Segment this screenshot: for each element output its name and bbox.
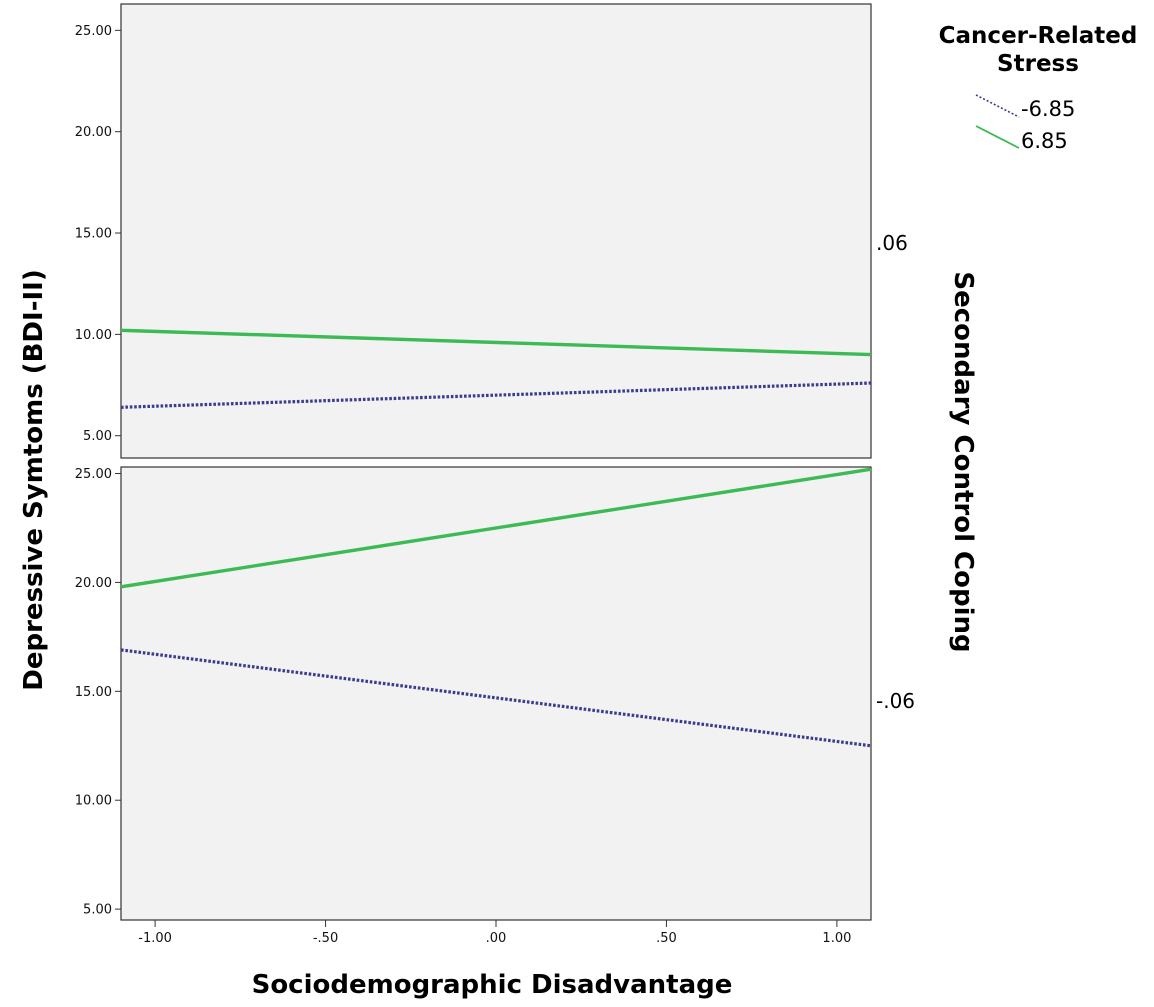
x-tick-label: -.50 — [313, 931, 338, 946]
series-line-6.85 — [120, 467, 872, 589]
y-tick-label: 20.00 — [75, 576, 112, 591]
panel-2: 5.00 10.00 15.00 20.00 25.00 -.06 — [75, 466, 915, 921]
facet-value-label: .06 — [876, 231, 908, 255]
legend-title-line-2: Stress — [997, 51, 1079, 77]
legend-label--6.85: -6.85 — [1021, 97, 1075, 121]
legend-label-6.85: 6.85 — [1021, 129, 1068, 153]
y-tick-label: 20.00 — [75, 125, 112, 140]
legend: Cancer-Related Stress -6.85 6.85 — [939, 23, 1138, 153]
series-line--6.85 — [120, 648, 872, 748]
x-tick-label: .50 — [656, 931, 677, 946]
x-tick-label: 1.00 — [822, 931, 851, 946]
y-tick-label: 10.00 — [75, 794, 112, 809]
y-tick-label: 15.00 — [75, 685, 112, 700]
legend-title-line-1: Cancer-Related — [939, 23, 1138, 49]
legend-swatch-6.85 — [975, 125, 1020, 149]
y-tick-label: 5.00 — [83, 429, 112, 444]
x-tick-label: .00 — [486, 931, 507, 946]
x-tick-label: -1.00 — [138, 931, 172, 946]
y-tick-label: 15.00 — [75, 227, 112, 242]
series-line-6.85 — [120, 328, 872, 357]
y-axis-title: Depressive Symtoms (BDI-II) — [19, 269, 49, 690]
panel-background — [120, 3, 872, 459]
y-tick-label: 10.00 — [75, 328, 112, 343]
y-tick-label: 25.00 — [75, 467, 112, 482]
facet-value-label: -.06 — [876, 689, 915, 713]
x-axis-title: Sociodemographic Disadvantage — [252, 970, 733, 1000]
legend-swatch--6.85 — [975, 94, 1020, 118]
legend-items: -6.85 6.85 — [975, 94, 1075, 153]
facet-axis-title: Secondary Control Coping — [948, 271, 978, 652]
panels-layer: 5.00 10.00 15.00 20.00 25.00 .06 5.00 10.00 15.0… — [75, 3, 915, 921]
y-tick-label: 25.00 — [75, 24, 112, 39]
y-tick-label: 5.00 — [83, 903, 112, 918]
x-axis: -1.00 -.50 .00 .50 1.00 — [138, 920, 851, 946]
series-line--6.85 — [120, 381, 872, 409]
panel-1: 5.00 10.00 15.00 20.00 25.00 .06 — [75, 3, 908, 459]
panel-background — [120, 466, 872, 921]
